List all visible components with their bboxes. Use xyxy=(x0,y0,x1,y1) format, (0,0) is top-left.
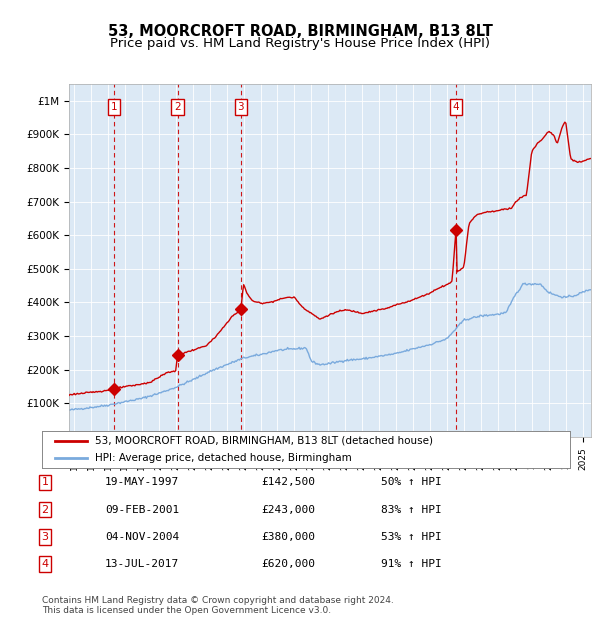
Text: £142,500: £142,500 xyxy=(261,477,315,487)
Text: 53% ↑ HPI: 53% ↑ HPI xyxy=(381,532,442,542)
Text: £243,000: £243,000 xyxy=(261,505,315,515)
Text: 53, MOORCROFT ROAD, BIRMINGHAM, B13 8LT (detached house): 53, MOORCROFT ROAD, BIRMINGHAM, B13 8LT … xyxy=(95,436,433,446)
Text: 13-JUL-2017: 13-JUL-2017 xyxy=(105,559,179,569)
Text: 53, MOORCROFT ROAD, BIRMINGHAM, B13 8LT: 53, MOORCROFT ROAD, BIRMINGHAM, B13 8LT xyxy=(107,24,493,38)
Text: 1: 1 xyxy=(111,102,118,112)
Text: £620,000: £620,000 xyxy=(261,559,315,569)
Text: 4: 4 xyxy=(41,559,49,569)
Text: 3: 3 xyxy=(41,532,49,542)
Text: £380,000: £380,000 xyxy=(261,532,315,542)
Text: 3: 3 xyxy=(238,102,244,112)
Text: 50% ↑ HPI: 50% ↑ HPI xyxy=(381,477,442,487)
Text: 2: 2 xyxy=(41,505,49,515)
Text: Price paid vs. HM Land Registry's House Price Index (HPI): Price paid vs. HM Land Registry's House … xyxy=(110,37,490,50)
Text: 91% ↑ HPI: 91% ↑ HPI xyxy=(381,559,442,569)
Text: 4: 4 xyxy=(453,102,460,112)
Text: 19-MAY-1997: 19-MAY-1997 xyxy=(105,477,179,487)
Text: 1: 1 xyxy=(41,477,49,487)
Text: HPI: Average price, detached house, Birmingham: HPI: Average price, detached house, Birm… xyxy=(95,453,352,463)
Text: Contains HM Land Registry data © Crown copyright and database right 2024.
This d: Contains HM Land Registry data © Crown c… xyxy=(42,596,394,615)
Text: 04-NOV-2004: 04-NOV-2004 xyxy=(105,532,179,542)
Text: 09-FEB-2001: 09-FEB-2001 xyxy=(105,505,179,515)
Text: 83% ↑ HPI: 83% ↑ HPI xyxy=(381,505,442,515)
Text: 2: 2 xyxy=(175,102,181,112)
